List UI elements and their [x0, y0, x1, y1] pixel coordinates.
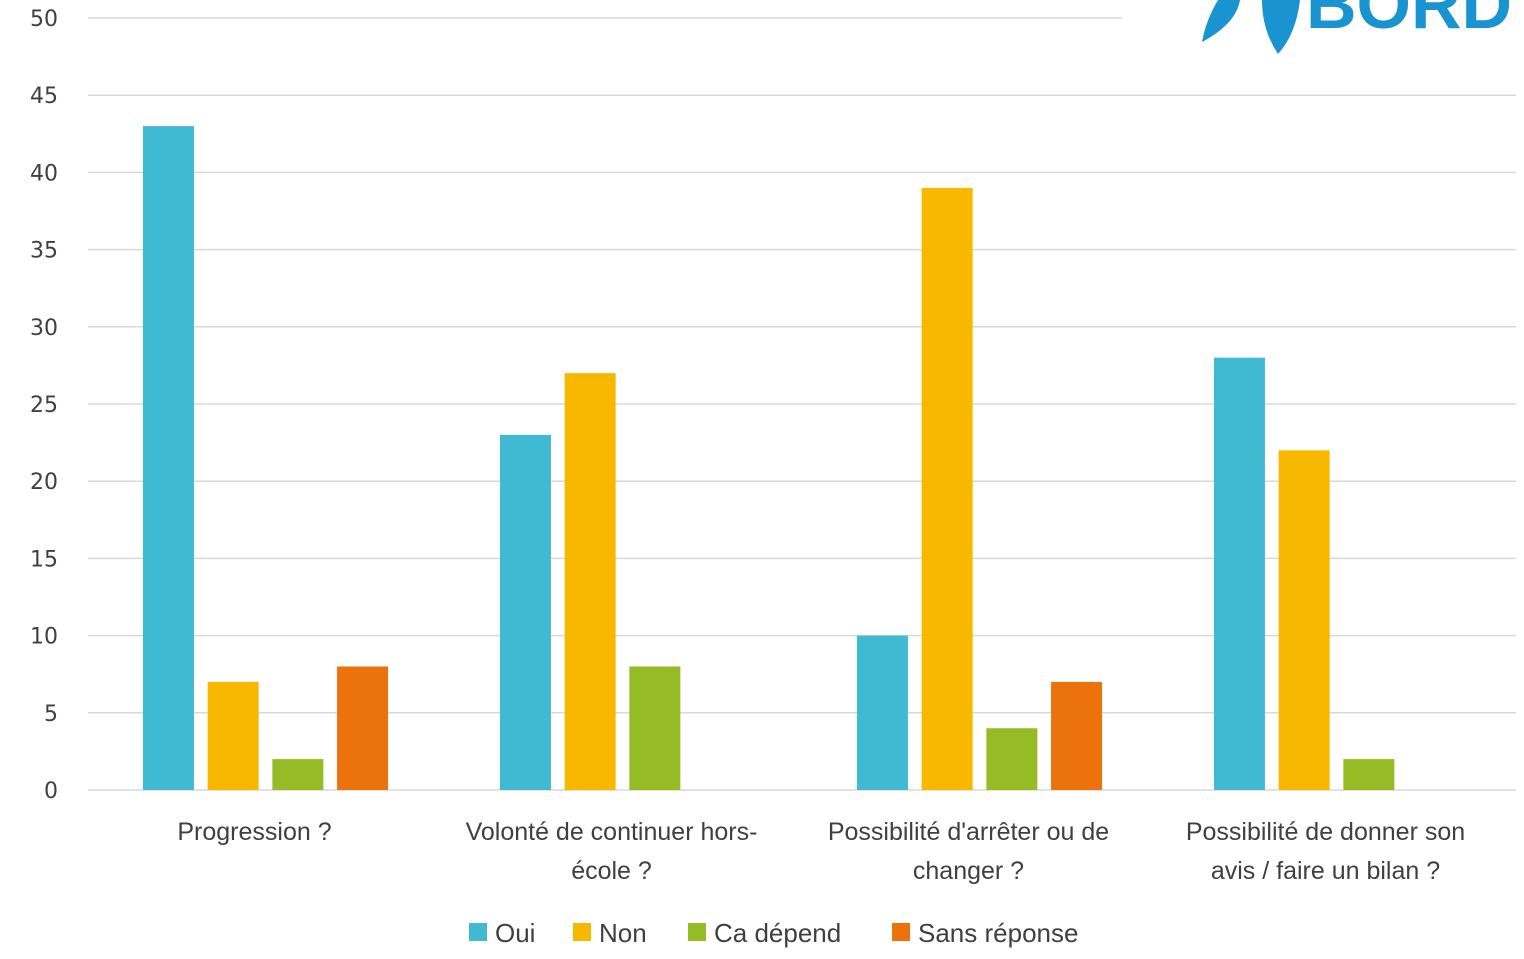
y-tick-label: 0 [44, 779, 58, 804]
y-tick-label: 15 [30, 547, 58, 572]
bar [1278, 450, 1330, 790]
y-tick-label: 5 [44, 702, 58, 727]
x-tick-label: avis / faire un bilan ? [1211, 857, 1440, 885]
legend-swatch [688, 923, 706, 941]
legend-swatch [892, 923, 910, 941]
legend-label: Ca dépend [714, 918, 841, 948]
y-tick-label: 25 [30, 393, 58, 418]
logo: BORD [1202, 0, 1512, 54]
x-tick-label: Progression ? [177, 818, 331, 846]
logo-text: BORD [1306, 0, 1512, 43]
y-tick-label: 40 [30, 161, 58, 186]
legend-label: Sans réponse [918, 918, 1078, 948]
bar [272, 759, 324, 790]
bar [629, 666, 681, 790]
x-tick-label: Possibilité de donner son [1186, 818, 1465, 846]
bar [499, 434, 551, 790]
bar [856, 635, 908, 790]
x-tick-label: Volonté de continuer hors- [466, 818, 758, 846]
y-tick-label: 30 [30, 316, 58, 341]
y-tick-label: 45 [30, 84, 58, 109]
legend-swatch [573, 923, 591, 941]
bar [142, 126, 194, 790]
bar [207, 681, 259, 790]
y-tick-label: 35 [30, 239, 58, 264]
legend-label: Oui [495, 918, 535, 948]
bar [1343, 759, 1395, 790]
legend-swatch [469, 923, 487, 941]
legend-label: Non [599, 918, 647, 948]
logo-leaf-left [1202, 0, 1240, 42]
bar [564, 373, 616, 790]
bar [1051, 681, 1103, 790]
y-tick-label: 10 [30, 625, 58, 650]
logo-leaf-right [1262, 0, 1300, 54]
x-tick-label: école ? [571, 857, 652, 885]
bar [921, 187, 973, 791]
bar [337, 666, 389, 790]
y-tick-label: 50 [30, 7, 58, 32]
x-tick-label: changer ? [913, 857, 1024, 885]
bar [1213, 357, 1265, 790]
x-tick-label: Possibilité d'arrêter ou de [828, 818, 1109, 846]
y-tick-label: 20 [30, 470, 58, 495]
bar [986, 728, 1038, 790]
